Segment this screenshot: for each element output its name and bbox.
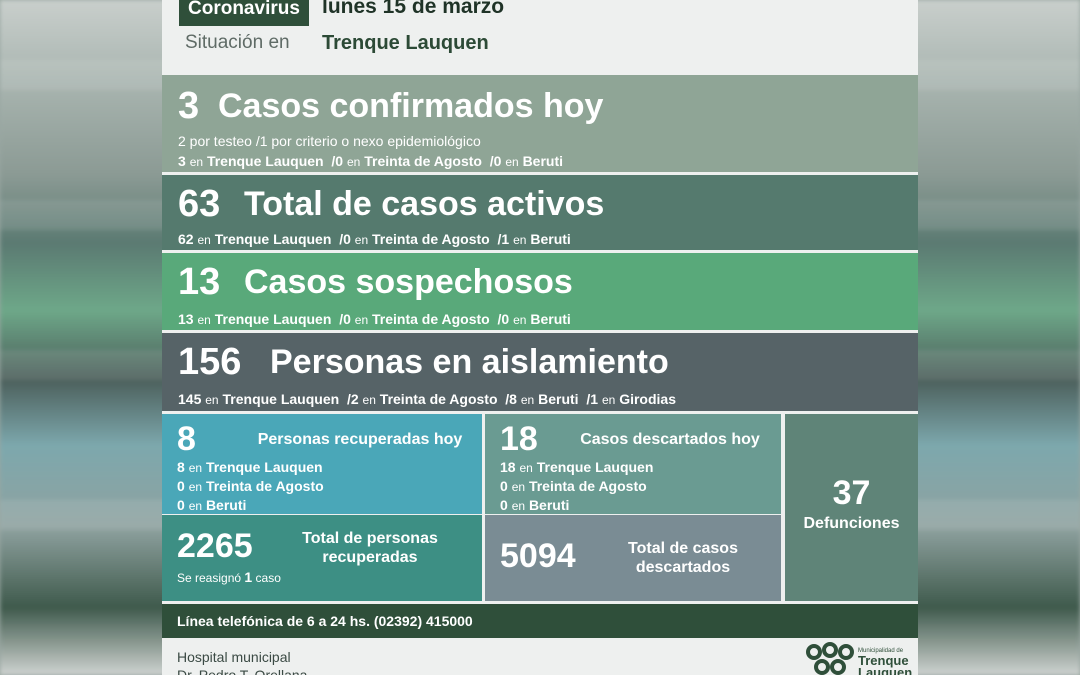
suspected-label: Casos sospechosos: [244, 263, 573, 301]
report-date: lunes 15 de marzo: [322, 0, 505, 18]
deaths-count: 37: [832, 474, 871, 512]
recovered-today-label: Personas recuperadas hoy: [257, 431, 463, 448]
active-count: 63: [178, 183, 221, 225]
discarded-total-box: 5094 Total de casos descartados: [485, 515, 781, 601]
isolation-label: Personas en aislamiento: [270, 343, 669, 381]
discarded-today-label: Casos descartados hoy: [580, 431, 760, 448]
suspected-cases-band: 13 Casos sospechosos 13 en Trenque Lauqu…: [162, 253, 918, 330]
active-label: Total de casos activos: [244, 185, 605, 223]
confirmed-count: 3: [178, 85, 200, 127]
logo-small-text: Municipalidad de: [858, 648, 904, 654]
suspected-by-city: 13 en Trenque Lauquen /0 en Treinta de A…: [178, 311, 571, 327]
recovered-today-city-3: 0 en Beruti: [177, 497, 247, 513]
phone-line: Línea telefónica de 6 a 24 hs. (02392) 4…: [162, 604, 918, 638]
discarded-total-count: 5094: [500, 537, 576, 575]
recovered-today-box: 8 Personas recuperadas hoy 8 en Trenque …: [162, 414, 482, 514]
recovered-today-city-2: 0 en Treinta de Agosto: [177, 478, 324, 494]
report-header: Coronavirus lunes 15 de marzo Situación …: [162, 0, 918, 75]
situation-label: Situación en: [185, 32, 290, 53]
confirmed-method-line: 2 por testeo /1 por criterio o nexo epid…: [178, 133, 481, 149]
recovered-total-count: 2265: [177, 527, 253, 565]
deaths-label: Defunciones: [803, 515, 900, 532]
discarded-today-city-2: 0 en Treinta de Agosto: [500, 478, 647, 494]
discarded-today-box: 18 Casos descartados hoy 18 en Trenque L…: [485, 414, 781, 514]
hospital-name: Hospital municipal Dr. Pedro T. Orellana: [177, 649, 308, 675]
confirmed-label: Casos confirmados hoy: [218, 87, 604, 125]
logo-name: Trenque Lauquen: [858, 653, 913, 675]
city-name: Trenque Lauquen: [322, 32, 489, 54]
municipality-logo-icon: [806, 642, 854, 675]
discarded-today-city-3: 0 en Beruti: [500, 497, 570, 513]
isolation-count: 156: [178, 341, 242, 383]
active-cases-band: 63 Total de casos activos 62 en Trenque …: [162, 175, 918, 250]
reassigned-note: Se reasignó 1 caso: [177, 569, 281, 585]
discarded-total-label: Total de casos descartados: [628, 540, 738, 576]
confirmed-by-city: 3 en Trenque Lauquen /0 en Treinta de Ag…: [178, 153, 564, 169]
isolation-band: 156 Personas en aislamiento 145 en Trenq…: [162, 333, 918, 411]
discarded-today-city-1: 18 en Trenque Lauquen: [500, 459, 654, 475]
covid-report-card: Coronavirus lunes 15 de marzo Situación …: [162, 0, 918, 675]
municipality-logo: Municipalidad de Trenque Lauquen: [804, 640, 914, 675]
confirmed-cases-band: 3 Casos confirmados hoy 2 por testeo /1 …: [162, 75, 918, 172]
recovered-total-box: 2265 Total de personas recuperadas Se rea…: [162, 515, 482, 601]
active-by-city: 62 en Trenque Lauquen /0 en Treinta de A…: [178, 231, 571, 247]
discarded-today-count: 18: [500, 420, 538, 458]
coronavirus-tag: Coronavirus: [179, 0, 309, 26]
recovered-total-label: Total de personas recuperadas: [302, 530, 438, 566]
recovered-today-count: 8: [177, 420, 196, 458]
suspected-count: 13: [178, 261, 221, 303]
deaths-box: 37 Defunciones: [785, 414, 918, 601]
isolation-by-city: 145 en Trenque Lauquen /2 en Treinta de …: [178, 391, 676, 407]
recovered-today-city-1: 8 en Trenque Lauquen: [177, 459, 323, 475]
